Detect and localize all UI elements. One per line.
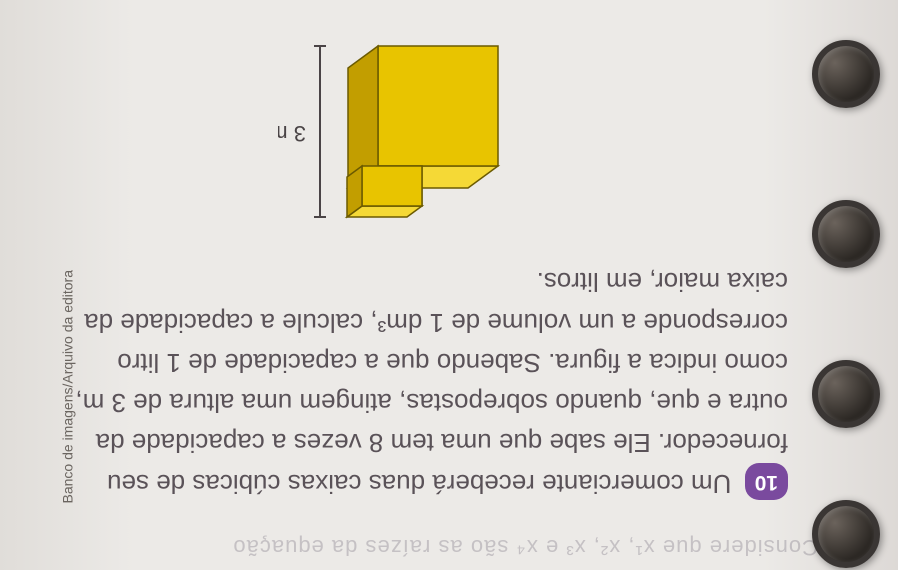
image-credit: Banco de imagens/Arquivo da editora bbox=[60, 270, 76, 503]
stacked-cubes-figure: 3 m bbox=[238, 16, 538, 236]
spiral-binding bbox=[842, 0, 898, 570]
cubes-svg: 3 m bbox=[278, 26, 538, 236]
problem-number-badge: 10 bbox=[745, 463, 788, 500]
height-dimension-label: 3 m bbox=[278, 121, 306, 146]
bleed-through-text: Considere que x¹, x², x³ e x⁴ são as raí… bbox=[232, 534, 818, 560]
problem-text: Um comerciante receberá duas caixas cúbi… bbox=[75, 267, 788, 499]
problem-paragraph: 10 Um comerciante receberá duas caixas c… bbox=[70, 262, 788, 504]
